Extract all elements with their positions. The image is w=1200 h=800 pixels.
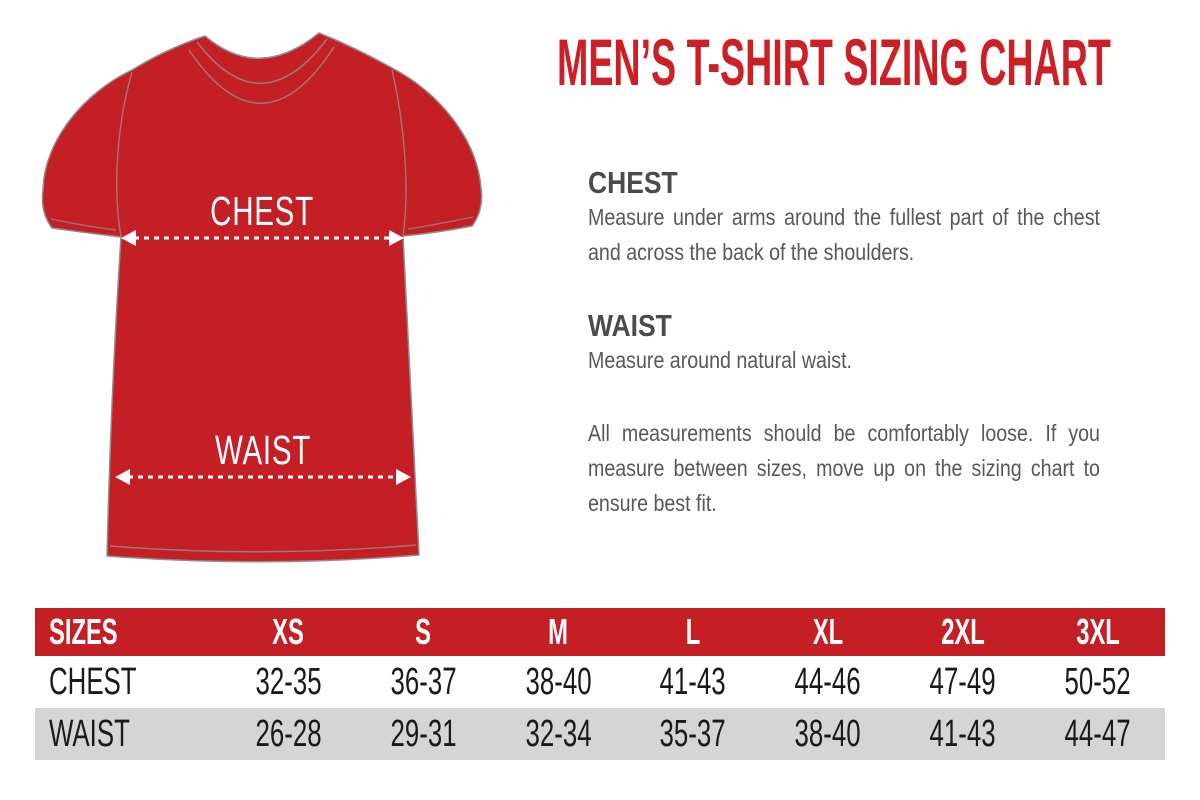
chest-l: 41-43 [659, 660, 726, 703]
waist-section-heading: WAIST [588, 308, 672, 343]
sizing-table: SIZES XS S M L XL 2XL 3XL CHEST 32-35 36… [35, 608, 1165, 760]
waist-xl: 38-40 [794, 712, 861, 755]
collar-seam-lines [188, 38, 335, 104]
chest-section-body: Measure under arms around the fullest pa… [588, 204, 1100, 265]
chest-section-heading: CHEST [588, 165, 678, 200]
chest-xs: 32-35 [255, 660, 322, 703]
page-title: MEN’S T-SHIRT SIZING CHART [557, 25, 1111, 99]
fit-note-paragraph: All measurements should be comfortably l… [588, 420, 1100, 516]
chest-3xl: 50-52 [1064, 660, 1131, 703]
instructions-column: CHEST Measure under arms around the full… [588, 0, 1100, 560]
shirt-seam-lines [50, 69, 474, 553]
tshirt-body-shape [41, 32, 483, 563]
waist-3xl: 44-47 [1064, 712, 1131, 755]
waist-measure-arrow [115, 469, 411, 485]
chest-measure-arrow [121, 230, 404, 246]
header-l: L [685, 611, 701, 652]
waist-l: 35-37 [659, 712, 726, 755]
table-row-chest: CHEST 32-35 36-37 38-40 41-43 44-46 47-4… [35, 656, 1165, 708]
header-xl: XL [812, 611, 843, 652]
chest-xl: 44-46 [794, 660, 861, 703]
header-s: S [415, 611, 432, 652]
shirt-chest-label: CHEST [210, 188, 314, 234]
chest-2xl: 47-49 [929, 660, 996, 703]
table-row-waist: WAIST 26-28 29-31 32-34 35-37 38-40 41-4… [35, 708, 1165, 760]
header-sizes: SIZES [49, 611, 118, 652]
waist-s: 29-31 [390, 712, 457, 755]
sizing-table-header-row: SIZES XS S M L XL 2XL 3XL [35, 608, 1165, 656]
header-2xl: 2XL [940, 611, 985, 652]
chest-s: 36-37 [390, 660, 457, 703]
chest-m: 38-40 [525, 660, 592, 703]
header-m: M [548, 611, 569, 652]
waist-xs: 26-28 [255, 712, 322, 755]
waist-section-body: Measure around natural waist. [588, 347, 853, 373]
row-label-waist: WAIST [49, 712, 130, 755]
row-label-chest: CHEST [49, 660, 137, 703]
header-3xl: 3XL [1075, 611, 1120, 652]
tshirt-icon: CHEST WAIST [41, 32, 483, 563]
tshirt-illustration: CHEST WAIST [0, 0, 500, 600]
waist-m: 32-34 [525, 712, 592, 755]
shirt-waist-label: WAIST [215, 427, 311, 473]
waist-2xl: 41-43 [929, 712, 996, 755]
header-xs: XS [272, 611, 305, 652]
